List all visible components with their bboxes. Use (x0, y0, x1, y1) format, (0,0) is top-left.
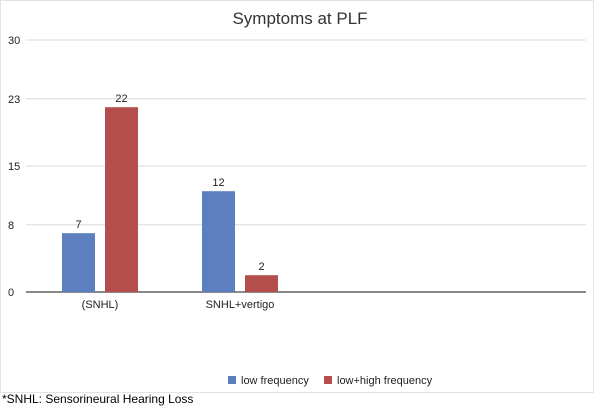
chart-title: Symptoms at PLF (232, 9, 367, 28)
bars (62, 107, 278, 292)
bar (245, 275, 278, 292)
x-axis: (SNHL) SNHL+vertigo (82, 299, 275, 311)
legend-swatch (228, 376, 236, 384)
data-label: 2 (258, 261, 264, 273)
bar (202, 191, 235, 292)
bar (62, 233, 95, 292)
x-tick-label: SNHL+vertigo (206, 299, 275, 311)
y-axis: 0 8 15 23 30 (8, 35, 586, 299)
y-tick-label: 30 (8, 35, 20, 47)
legend-entry: low+high frequency (337, 375, 433, 387)
data-label: 22 (115, 93, 127, 105)
bar-chart: Symptoms at PLF 0 8 15 23 30 7 22 12 2 (SNHL) SN… (8, 9, 586, 387)
y-tick-label: 0 (8, 287, 14, 299)
data-label: 7 (75, 219, 81, 231)
legend: low frequency low+high frequency (228, 375, 433, 387)
chart-frame (0, 0, 594, 393)
data-labels: 7 22 12 2 (75, 93, 264, 273)
y-tick-label: 8 (8, 220, 14, 232)
data-label: 12 (212, 177, 224, 189)
y-tick-label: 15 (8, 161, 20, 173)
bar (105, 107, 138, 292)
legend-swatch (324, 376, 332, 384)
y-tick-label: 23 (8, 94, 20, 106)
legend-entry: low frequency (241, 375, 309, 387)
footnote: *SNHL: Sensorineural Hearing Loss (2, 392, 194, 406)
x-tick-label: (SNHL) (82, 299, 119, 311)
